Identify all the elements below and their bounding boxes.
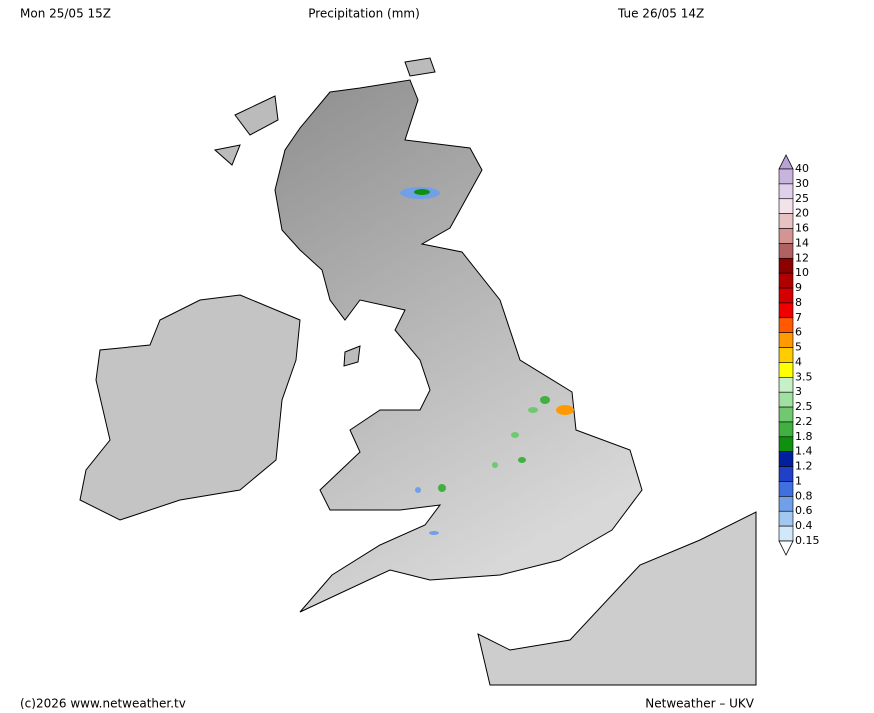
orkney	[404, 57, 436, 77]
legend-swatch	[778, 347, 794, 363]
legend-label: 1.4	[795, 445, 813, 458]
title: Precipitation (mm)	[308, 7, 420, 21]
legend-label: 2.2	[795, 415, 813, 428]
valid-from: Mon 25/05 15Z	[20, 7, 111, 21]
legend-swatch	[778, 287, 794, 304]
legend-swatch	[778, 436, 794, 453]
legend-swatch	[778, 377, 794, 393]
legend-label: 10	[795, 266, 809, 279]
legend-swatch	[778, 362, 794, 378]
legend-label: 4	[795, 355, 802, 368]
legend-swatch	[778, 213, 794, 229]
legend-swatch	[778, 391, 794, 408]
legend-swatch	[778, 183, 794, 200]
rain-cell	[429, 531, 439, 535]
legend-swatch	[778, 257, 794, 274]
legend-swatch	[778, 406, 794, 423]
legend-label: 0.8	[795, 489, 813, 502]
rain-cell	[518, 457, 526, 463]
map	[79, 57, 757, 686]
legend-swatch	[778, 317, 794, 333]
legend-swatch	[778, 198, 794, 214]
legend-swatch	[778, 243, 794, 259]
legend-label: 6	[795, 326, 802, 339]
ireland	[79, 294, 301, 521]
legend-label: 40	[795, 162, 809, 175]
rain-cell	[528, 407, 538, 413]
legend-swatch	[778, 228, 794, 244]
france	[477, 511, 757, 686]
great-britain	[274, 79, 643, 613]
legend-label: 7	[795, 311, 802, 324]
legend-swatch	[778, 525, 794, 542]
model-name: Netweather – UKV	[645, 697, 755, 710]
isle-of-man	[343, 345, 361, 367]
legend-label: 16	[795, 222, 809, 235]
legend-swatch	[778, 481, 794, 497]
legend-bottom-arrow	[778, 540, 794, 556]
legend-label: 9	[795, 281, 802, 294]
rain-cell	[511, 432, 519, 438]
legend-label: 1.8	[795, 430, 813, 443]
legend-swatch	[778, 168, 794, 185]
copyright: (c)2026 www.netweather.tv	[20, 697, 186, 710]
legend-top-arrow	[778, 154, 794, 170]
rain-cell	[540, 396, 550, 404]
legend-label: 25	[795, 192, 809, 205]
legend-swatch	[778, 496, 794, 512]
rain-cell	[492, 462, 498, 468]
rain-cell	[415, 487, 421, 493]
rain-cell	[556, 405, 574, 415]
hebrides	[213, 95, 279, 166]
legend-label: 20	[795, 207, 809, 220]
legend-swatch	[778, 421, 794, 438]
legend-label: 2.5	[795, 400, 813, 413]
legend-label: 0.4	[795, 519, 813, 532]
legend-swatch	[778, 451, 794, 467]
legend-label: 3	[795, 385, 802, 398]
rain-cell	[414, 189, 430, 195]
legend-label: 5	[795, 341, 802, 354]
legend-label: 14	[795, 236, 809, 249]
legend-label: 1	[795, 474, 802, 487]
legend-label: 1.2	[795, 460, 813, 473]
valid-to: Tue 26/05 14Z	[617, 7, 704, 21]
legend-label: 0.6	[795, 504, 813, 517]
rain-cell	[438, 484, 446, 492]
legend-label: 0.15	[795, 534, 820, 547]
legend-swatch	[778, 466, 794, 482]
legend-label: 3.5	[795, 370, 813, 383]
legend-label: 8	[795, 296, 802, 309]
legend-label: 30	[795, 177, 809, 190]
legend-swatch	[778, 272, 794, 289]
legend-swatch	[778, 332, 794, 348]
precipitation	[400, 187, 574, 535]
legend-swatch	[778, 510, 794, 527]
legend-swatch	[778, 302, 794, 319]
legend-label: 12	[795, 251, 809, 264]
